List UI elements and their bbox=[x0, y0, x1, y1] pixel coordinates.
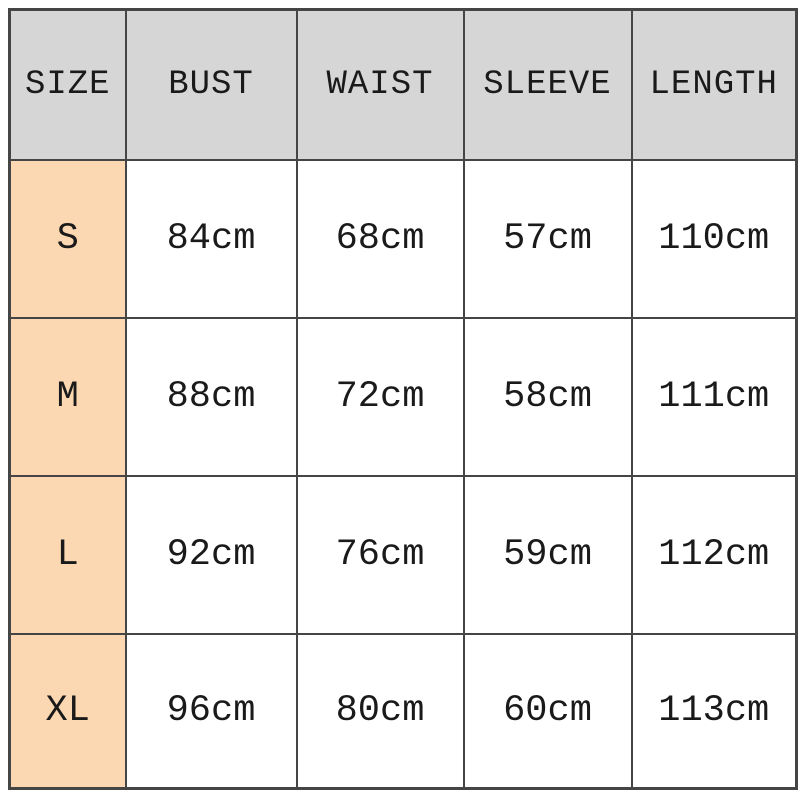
table-row-l: L 92cm 76cm 59cm 112cm bbox=[8, 475, 798, 635]
value-cell-s-bust: 84cm bbox=[124, 159, 298, 319]
table-row-m: M 88cm 72cm 58cm 111cm bbox=[8, 317, 798, 477]
header-cell-bust: BUST bbox=[124, 8, 298, 161]
value-cell-l-bust: 92cm bbox=[124, 475, 298, 635]
value-cell-m-bust: 88cm bbox=[124, 317, 298, 477]
value-cell-m-waist: 72cm bbox=[295, 317, 465, 477]
size-cell-m: M bbox=[8, 317, 127, 477]
value-cell-l-length: 112cm bbox=[630, 475, 798, 635]
table-body: S 84cm 68cm 57cm 110cm M 88cm 72cm 58cm 111cm L 92c… bbox=[8, 159, 798, 789]
value-cell-m-length: 111cm bbox=[630, 317, 798, 477]
table-row-s: S 84cm 68cm 57cm 110cm bbox=[8, 159, 798, 319]
value-cell-xl-length: 113cm bbox=[630, 633, 798, 789]
value-cell-xl-waist: 80cm bbox=[295, 633, 465, 789]
header-cell-waist: WAIST bbox=[295, 8, 465, 161]
value-cell-m-sleeve: 58cm bbox=[462, 317, 633, 477]
table-header: SIZE BUST WAIST SLEEVE LENGTH bbox=[8, 8, 798, 161]
size-cell-s: S bbox=[8, 159, 127, 319]
value-cell-s-length: 110cm bbox=[630, 159, 798, 319]
size-cell-l: L bbox=[8, 475, 127, 635]
value-cell-l-sleeve: 59cm bbox=[462, 475, 633, 635]
value-cell-xl-sleeve: 60cm bbox=[462, 633, 633, 789]
header-cell-size: SIZE bbox=[8, 8, 127, 161]
value-cell-l-waist: 76cm bbox=[295, 475, 465, 635]
header-cell-sleeve: SLEEVE bbox=[462, 8, 633, 161]
value-cell-s-sleeve: 57cm bbox=[462, 159, 633, 319]
header-row: SIZE BUST WAIST SLEEVE LENGTH bbox=[8, 8, 798, 161]
header-cell-length: LENGTH bbox=[630, 8, 798, 161]
size-cell-xl: XL bbox=[8, 633, 127, 789]
value-cell-xl-bust: 96cm bbox=[124, 633, 298, 789]
size-chart-table: SIZE BUST WAIST SLEEVE LENGTH S 84cm 68cm 57cm 1… bbox=[8, 8, 798, 790]
value-cell-s-waist: 68cm bbox=[295, 159, 465, 319]
table-row-xl: XL 96cm 80cm 60cm 113cm bbox=[8, 633, 798, 789]
